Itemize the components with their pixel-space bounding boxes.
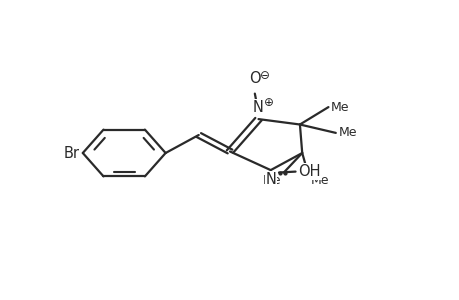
Text: OH: OH (298, 164, 320, 179)
Text: ⊖: ⊖ (259, 69, 269, 82)
Text: Me: Me (262, 174, 280, 187)
Text: N: N (252, 100, 263, 115)
Text: N: N (265, 172, 275, 187)
Text: Me: Me (338, 126, 356, 140)
Text: Me: Me (310, 174, 328, 187)
Text: O: O (248, 71, 260, 86)
Text: Br: Br (64, 146, 80, 160)
Text: ⊕: ⊕ (263, 97, 273, 110)
Text: Me: Me (330, 100, 349, 114)
